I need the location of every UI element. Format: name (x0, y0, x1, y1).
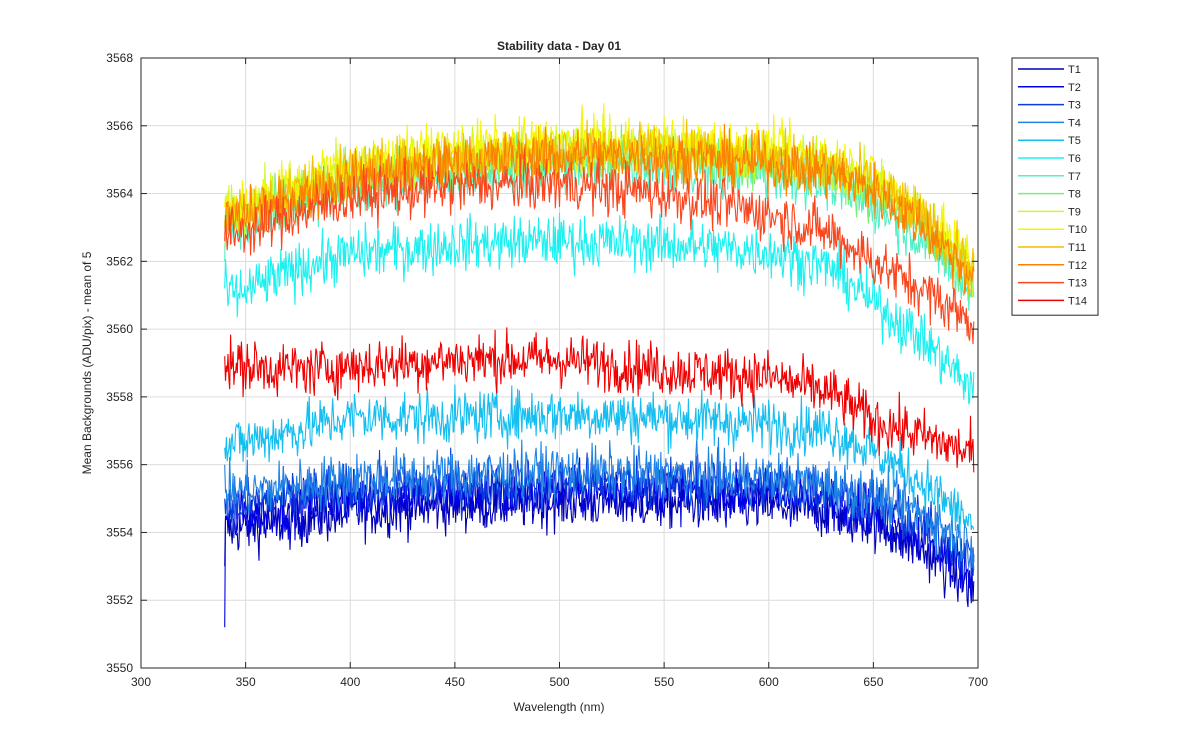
y-tick-label: 3558 (106, 390, 133, 404)
series-line-t5 (224, 384, 975, 532)
legend-label-t11: T11 (1068, 242, 1086, 254)
axis-ticks: 300 350 400 450 500 550 600 650 700 3550 3552 3554 3… (106, 51, 988, 689)
y-tick-label: 3550 (106, 661, 133, 675)
legend-label-t9: T9 (1068, 206, 1081, 218)
legend-label-t13: T13 (1068, 278, 1087, 290)
legend-label-t14: T14 (1068, 295, 1087, 307)
y-tick-label: 3564 (106, 187, 133, 201)
legend-label-t4: T4 (1068, 117, 1081, 129)
legend-label-t10: T10 (1068, 224, 1087, 236)
y-tick-label: 3554 (106, 525, 133, 539)
legend-label-t3: T3 (1068, 100, 1081, 112)
legend-label-t2: T2 (1068, 82, 1081, 94)
x-tick-label: 450 (445, 675, 465, 689)
series-line-t14 (224, 327, 975, 473)
x-tick-label: 650 (863, 675, 883, 689)
y-tick-label: 3560 (106, 322, 133, 336)
legend-box (1011, 57, 1099, 316)
legend-label-t7: T7 (1068, 171, 1081, 183)
series-line-t13 (224, 148, 975, 345)
x-tick-label: 700 (968, 675, 988, 689)
x-tick-label: 400 (340, 675, 360, 689)
x-tick-label: 500 (549, 675, 569, 689)
legend-label-t12: T12 (1068, 260, 1087, 272)
series-line-t4 (224, 437, 975, 571)
legend-label-t5: T5 (1068, 135, 1081, 147)
x-axis-label: Wavelength (nm) (514, 700, 605, 714)
legend-label-t8: T8 (1068, 189, 1081, 201)
y-tick-label: 3566 (106, 119, 133, 133)
y-tick-label: 3556 (106, 458, 133, 472)
x-tick-label: 350 (236, 675, 256, 689)
y-tick-label: 3568 (106, 51, 133, 65)
chart-title: Stability data - Day 01 (497, 39, 621, 53)
series-layer (224, 103, 975, 628)
x-tick-label: 600 (759, 675, 779, 689)
y-tick-label: 3562 (106, 254, 133, 268)
legend-label-t1: T1 (1068, 64, 1081, 76)
y-tick-label: 3552 (106, 593, 133, 607)
y-axis-label: Mean Backgrounds (ADU/pix) - mean of 5 (80, 251, 94, 474)
series-line-t6 (224, 212, 975, 405)
series-line-t12 (224, 123, 975, 295)
legend: T1 T2 T3 T4 T5 T6 T7 T8 T9 T10 T11 T12 T13 T14 (1011, 57, 1099, 316)
x-tick-label: 550 (654, 675, 674, 689)
legend-label-t6: T6 (1068, 153, 1081, 165)
x-tick-label: 300 (131, 675, 151, 689)
